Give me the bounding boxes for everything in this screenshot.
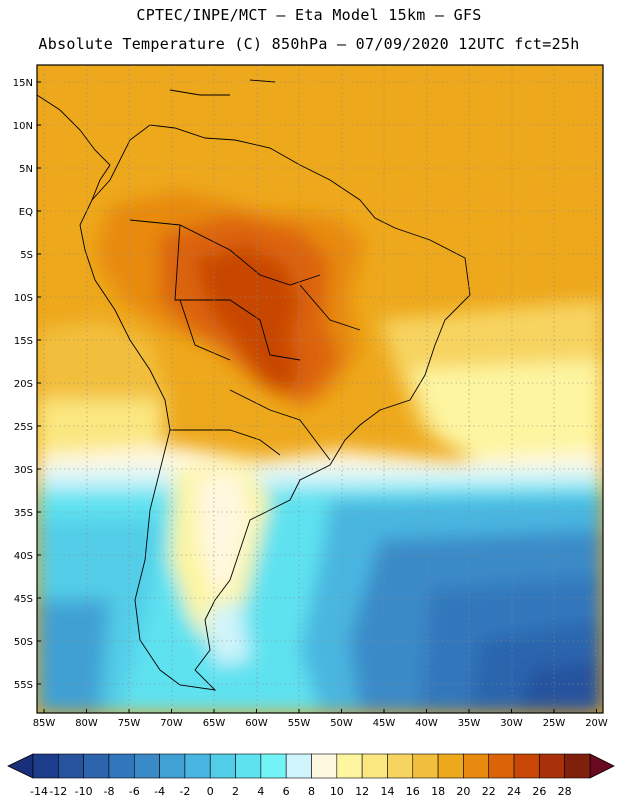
- lon-label-8: 45W: [373, 718, 396, 729]
- colorbar-under-arrow: [7, 753, 34, 779]
- central-america-coast: [37, 94, 111, 201]
- colorbar-swatch-16: [437, 753, 464, 779]
- colorbar-label-13: 12: [355, 785, 369, 798]
- lat-label-0: 15N: [13, 78, 33, 89]
- map-title-line-1: CPTEC/INPE/MCT – Eta Model 15km – GFS: [136, 6, 482, 24]
- colorbar-swatch-11: [311, 753, 338, 779]
- colorbar-label-10: 6: [283, 785, 290, 798]
- colorbar-label-16: 18: [431, 785, 445, 798]
- map-frame: [36, 64, 604, 714]
- lat-label-7: 20S: [14, 379, 33, 390]
- lon-label-7: 50W: [330, 718, 353, 729]
- colorbar-label-3: -8: [103, 785, 114, 798]
- colorbar-label-9: 4: [257, 785, 264, 798]
- lon-label-1: 80W: [75, 718, 98, 729]
- colorbar-label-15: 16: [406, 785, 420, 798]
- lat-label-8: 25S: [14, 422, 33, 433]
- colorbar-swatch-17: [463, 753, 490, 779]
- lon-label-5: 60W: [245, 718, 268, 729]
- lon-label-12: 25W: [543, 718, 566, 729]
- lat-label-4: 5S: [20, 250, 33, 261]
- south-america-coast: [79, 124, 471, 691]
- lon-label-6: 55W: [288, 718, 311, 729]
- lat-label-13: 50S: [14, 637, 33, 648]
- graticule: [37, 65, 603, 713]
- country-borders: [129, 219, 361, 461]
- colorbar-label-8: 2: [232, 785, 239, 798]
- lat-label-3: EQ: [19, 207, 33, 218]
- lat-label-12: 45S: [14, 594, 33, 605]
- temperature-field: [37, 65, 603, 713]
- colorbar-swatch-20: [539, 753, 565, 779]
- colorbar-label-12: 10: [330, 785, 344, 798]
- lat-label-6: 15S: [14, 336, 33, 347]
- colorbar-swatch-1: [58, 753, 84, 779]
- lat-label-14: 55S: [14, 680, 33, 691]
- colorbar-swatch-5: [159, 753, 186, 779]
- lon-label-13: 20W: [585, 718, 608, 729]
- colorbar-label-19: 24: [507, 785, 521, 798]
- colorbar-labels: -14 -12 -10 -8 -6 -4 -2 0 2 4 6 8 10 12 14 16 18 20 22 24 26…: [30, 785, 572, 798]
- colorbar-swatch-15: [412, 753, 439, 779]
- colorbar-swatch-8: [235, 753, 262, 779]
- colorbar-swatch-0: [32, 753, 59, 779]
- colorbar-swatch-12: [336, 753, 363, 779]
- colorbar-swatch-9: [260, 753, 287, 779]
- colorbar-label-21: 28: [558, 785, 572, 798]
- lat-label-11: 40S: [14, 551, 33, 562]
- lon-label-10: 35W: [458, 718, 481, 729]
- lon-label-4: 65W: [203, 718, 226, 729]
- colorbar-swatch-18: [488, 753, 515, 779]
- lon-label-0: 85W: [33, 718, 56, 729]
- lon-label-2: 75W: [118, 718, 141, 729]
- colorbar-swatch-21: [564, 753, 591, 779]
- colorbar-swatch-2: [83, 753, 110, 779]
- colorbar-label-6: -2: [179, 785, 190, 798]
- lat-label-10: 35S: [14, 508, 33, 519]
- colorbar-swatch-4: [133, 753, 160, 779]
- colorbar-swatch-7: [209, 753, 236, 779]
- longitude-axis: 85W 80W 75W 70W 65W 60W 55W 50W 45W 40W 35W 30W 25W 2…: [33, 709, 608, 729]
- lat-label-1: 10N: [13, 121, 33, 132]
- latitude-axis: 15N 10N 5N EQ 5S 10S 15S 20S 25S 30S 35S 40S 45S 50S 5…: [13, 78, 41, 691]
- colorbar-label-17: 20: [456, 785, 470, 798]
- map-title-line-2: Absolute Temperature (C) 850hPa – 07/09/…: [38, 35, 580, 53]
- colorbar-swatch-13: [361, 753, 388, 779]
- lat-label-9: 30S: [14, 465, 33, 476]
- colorbar-label-0: -14: [30, 785, 48, 798]
- colorbar-label-7: 0: [207, 785, 214, 798]
- colorbar-swatch-10: [285, 753, 312, 779]
- caribbean-islands: [169, 79, 276, 96]
- colorbar-swatch-3: [108, 753, 135, 779]
- lon-label-3: 70W: [160, 718, 183, 729]
- colorbar-label-14: 14: [380, 785, 394, 798]
- colorbar-label-20: 26: [532, 785, 546, 798]
- colorbar: [7, 753, 615, 779]
- colorbar-swatch-14: [387, 753, 414, 779]
- lon-label-11: 30W: [500, 718, 523, 729]
- lat-label-5: 10S: [14, 293, 33, 304]
- colorbar-label-18: 22: [482, 785, 496, 798]
- colorbar-label-5: -4: [154, 785, 165, 798]
- colorbar-label-4: -6: [129, 785, 140, 798]
- colorbar-label-2: -10: [75, 785, 93, 798]
- lat-label-2: 5N: [19, 164, 33, 175]
- colorbar-swatch-6: [184, 753, 211, 779]
- colorbar-label-1: -12: [49, 785, 67, 798]
- coastlines: [37, 79, 471, 691]
- colorbar-over-arrow: [589, 753, 615, 779]
- colorbar-swatch-19: [513, 753, 540, 779]
- colorbar-label-11: 8: [308, 785, 315, 798]
- lon-label-9: 40W: [415, 718, 438, 729]
